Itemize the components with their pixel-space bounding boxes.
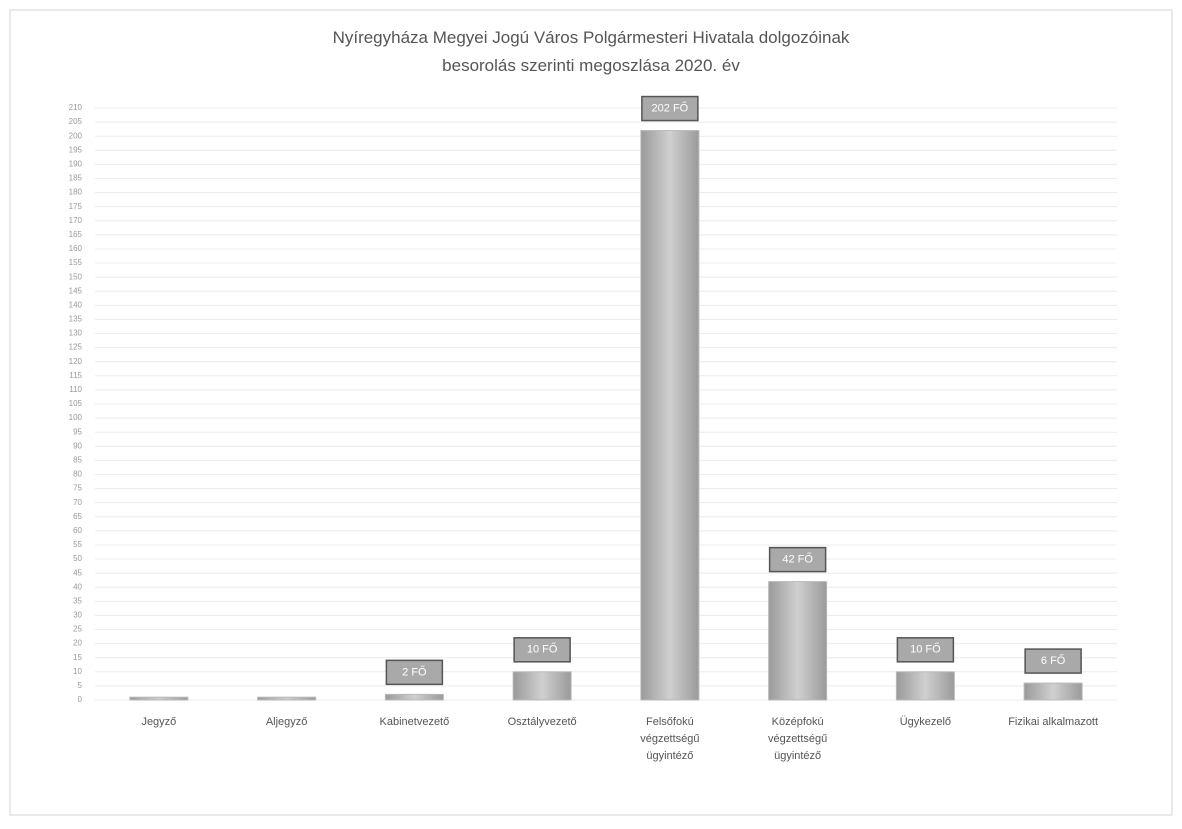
bar (768, 581, 828, 701)
y-tick-label: 20 (73, 639, 82, 648)
data-label: 2 FŐ (402, 664, 427, 678)
y-tick-label: 85 (73, 455, 82, 464)
data-label-box (513, 637, 571, 663)
y-tick-label: 140 (69, 300, 83, 309)
y-tick-label: 100 (69, 413, 83, 422)
data-label-box (1024, 648, 1082, 674)
data-label-box (768, 546, 827, 573)
data-label-box (641, 95, 699, 122)
y-tick-label: 135 (69, 315, 83, 324)
bar (129, 696, 189, 701)
data-label-box (896, 637, 955, 663)
y-tick-label: 0 (78, 695, 83, 704)
y-tick-label: 155 (69, 258, 83, 267)
data-label: 42 FŐ (782, 552, 813, 566)
y-tick-label: 30 (73, 611, 82, 620)
x-tick-label: Ügykezelő (899, 716, 952, 728)
chart-title: Nyíregyháza Megyei Jogú Város Polgármest… (332, 28, 850, 75)
y-tick-label: 15 (73, 653, 82, 662)
y-tick-label: 210 (69, 103, 83, 112)
y-tick-label: 40 (73, 582, 82, 591)
chart-border (9, 9, 1173, 816)
y-tick-label: 105 (69, 399, 83, 408)
y-tick-label: 65 (73, 512, 82, 521)
y-tick-label: 45 (73, 568, 82, 577)
bar (257, 696, 317, 701)
y-tick-label: 200 (69, 131, 83, 140)
y-tick-label: 115 (69, 371, 82, 380)
x-tick-label: Középfokú végzettségű ügyintéző (767, 716, 828, 762)
y-tick-label: 5 (78, 681, 83, 690)
y-tick-label: 125 (69, 343, 83, 352)
y-tick-label: 25 (73, 625, 82, 634)
y-tick-label: 175 (69, 202, 83, 211)
data-label-box (385, 659, 444, 686)
x-tick-label: Aljegyző (265, 716, 308, 728)
y-tick-label: 185 (69, 174, 83, 183)
y-tick-label: 70 (73, 498, 82, 507)
bar (384, 693, 444, 701)
y-tick-label: 55 (73, 540, 82, 549)
y-tick-label: 60 (73, 526, 82, 535)
x-tick-label: Osztályvezető (507, 716, 577, 728)
y-tick-label: 160 (69, 244, 83, 253)
bar (640, 130, 700, 701)
bar (895, 671, 955, 701)
data-label: 6 FŐ (1041, 653, 1066, 667)
data-label: 202 FŐ (652, 100, 689, 114)
y-tick-label: 130 (69, 329, 83, 338)
y-tick-label: 120 (69, 357, 83, 366)
y-tick-label: 180 (69, 188, 83, 197)
y-tick-label: 195 (69, 145, 83, 154)
y-tick-label: 205 (69, 117, 83, 126)
y-tick-label: 90 (73, 441, 82, 450)
y-tick-label: 150 (69, 272, 83, 281)
x-tick-label: Kabinetvezető (379, 716, 450, 728)
x-tick-label: Fizikai alkalmazott (1008, 716, 1099, 728)
bar (512, 671, 572, 701)
y-tick-label: 75 (73, 484, 82, 493)
data-label: 10 FŐ (910, 642, 941, 656)
x-tick-label: Felsőfokú végzettségű ügyintéző (640, 716, 700, 762)
y-tick-label: 110 (69, 385, 82, 394)
y-tick-label: 190 (69, 159, 83, 168)
y-tick-label: 50 (73, 554, 82, 563)
y-tick-label: 165 (69, 230, 83, 239)
y-tick-label: 80 (73, 470, 82, 479)
y-tick-label: 35 (73, 596, 82, 605)
y-tick-label: 170 (69, 216, 83, 225)
data-label: 10 FŐ (527, 642, 558, 656)
y-tick-label: 10 (73, 667, 82, 676)
y-tick-label: 145 (69, 286, 83, 295)
x-tick-label: Jegyző (141, 716, 177, 728)
y-tick-label: 95 (73, 427, 82, 436)
bar (1023, 682, 1083, 701)
